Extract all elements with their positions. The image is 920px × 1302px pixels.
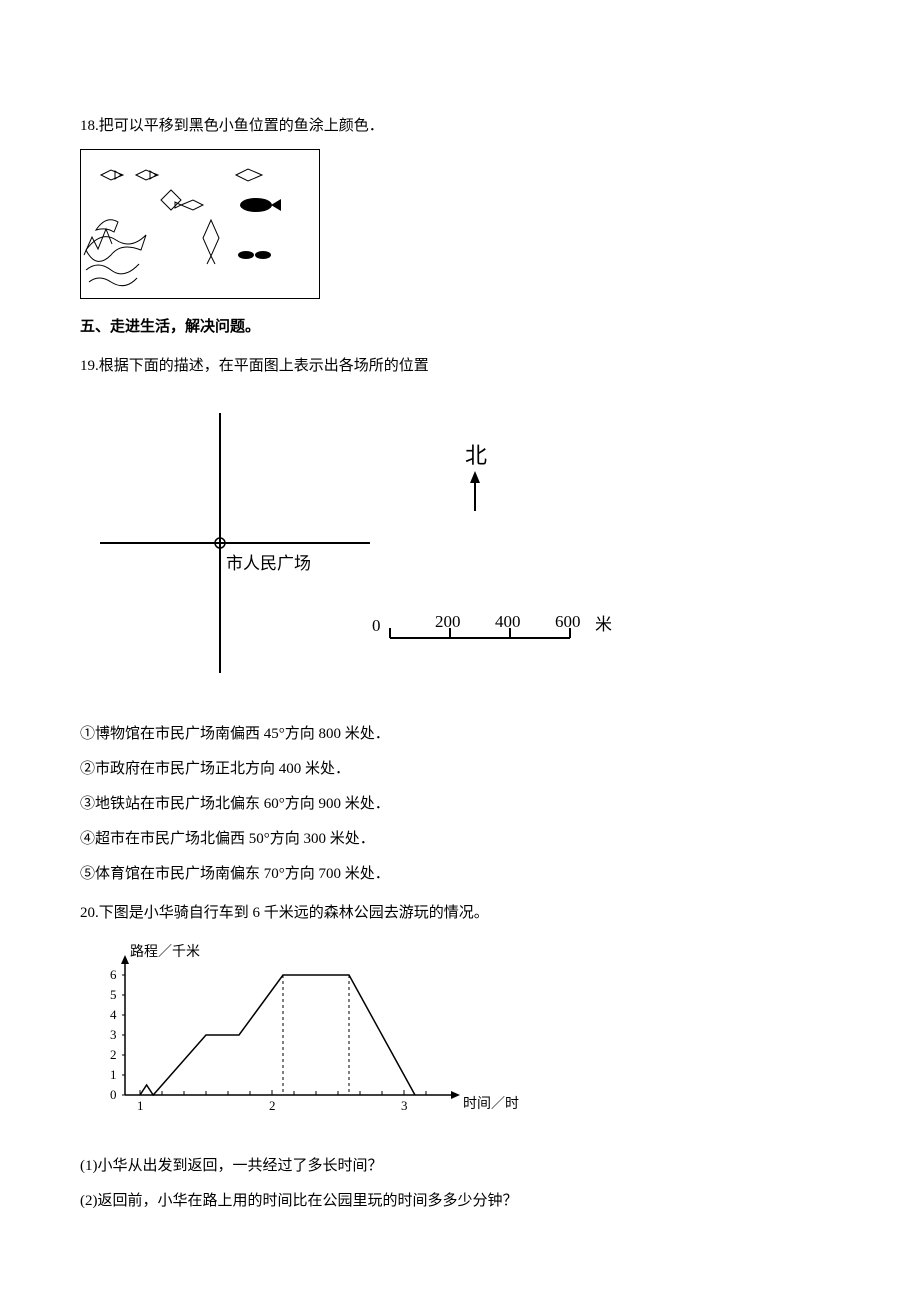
q19-map: 市人民广场 北 0 200 400 600 米 [80,403,840,693]
scale-600: 600 [555,612,581,631]
section5-heading: 五、走进生活，解决问题。 [80,311,840,344]
q20-number: 20. [80,905,99,921]
chart-ylabel: 路程／千米 [130,944,200,960]
q18-figure [80,149,320,299]
y-tick-0: 0 [110,1087,117,1102]
scale-0: 0 [372,616,381,635]
compass-label: 北 [465,443,487,468]
x-tick-3: 3 [401,1098,408,1113]
q18-number: 18. [80,118,99,134]
q19-item-5: ⑤体育馆在市民广场南偏东 70°方向 700 米处． [80,858,840,891]
q20-text: 20.下图是小华骑自行车到 6 千米远的森林公园去游玩的情况。 [80,897,840,930]
q20-chart: 路程／千米 时间／时 0 1 2 3 4 5 6 [80,940,840,1130]
y-tick-4: 4 [110,1007,117,1022]
q19-item-3: ③地铁站在市民广场北偏东 60°方向 900 米处． [80,788,840,821]
q18-content: 把可以平移到黑色小鱼位置的鱼涂上颜色． [99,118,384,134]
x-tick-2: 2 [269,1098,276,1113]
y-tick-2: 2 [110,1047,117,1062]
q19-number: 19. [80,358,99,374]
q20-sub-1: (1)小华从出发到返回，一共经过了多长时间？ [80,1150,840,1183]
y-tick-5: 5 [110,987,117,1002]
scale-200: 200 [435,612,461,631]
q20-content: 下图是小华骑自行车到 6 千米远的森林公园去游玩的情况。 [99,905,489,921]
map-center-label: 市人民广场 [226,554,311,573]
q19-item-1: ①博物馆在市民广场南偏西 45°方向 800 米处． [80,718,840,751]
y-tick-6: 6 [110,967,117,982]
q18-text: 18.把可以平移到黑色小鱼位置的鱼涂上颜色． [80,110,840,143]
q19-item-2: ②市政府在市民广场正北方向 400 米处． [80,753,840,786]
y-tick-1: 1 [110,1067,117,1082]
chart-xlabel: 时间／时 [463,1096,519,1112]
q19-text: 19.根据下面的描述，在平面图上表示出各场所的位置 [80,350,840,383]
q19-content: 根据下面的描述，在平面图上表示出各场所的位置 [99,358,429,374]
scale-400: 400 [495,612,521,631]
scale-unit: 米 [595,615,612,634]
y-tick-3: 3 [110,1027,117,1042]
x-tick-1: 1 [137,1098,144,1113]
q20-sub-2: (2)返回前，小华在路上用的时间比在公园里玩的时间多多少分钟？ [80,1185,840,1218]
q19-item-4: ④超市在市民广场北偏西 50°方向 300 米处． [80,823,840,856]
